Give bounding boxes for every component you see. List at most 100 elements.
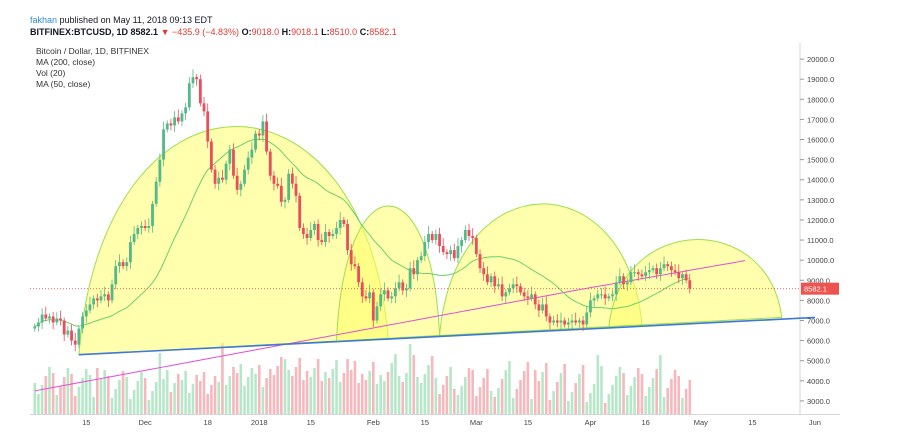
chart-header: fakhan published on May 11, 2018 09:13 E… (30, 14, 397, 38)
candle-body (103, 294, 107, 297)
volume-bar (151, 391, 154, 415)
candle-body (40, 314, 44, 323)
volume-bar (213, 376, 217, 415)
candle-body (651, 268, 655, 271)
candle-body (508, 288, 511, 293)
candle-body (187, 83, 191, 108)
symbol-label: BITFINEX:BTCUSD, 1D (30, 27, 129, 37)
volume-bar (386, 372, 390, 415)
candle-body (132, 234, 136, 243)
volume-bar (287, 370, 290, 415)
candle-body (140, 225, 143, 228)
x-tick-label: 15 (524, 418, 532, 427)
candle-body (290, 173, 294, 184)
close-label: C: (359, 27, 370, 37)
volume-bar (136, 381, 140, 415)
volume-bar (544, 363, 548, 415)
volume-bar (51, 373, 55, 415)
candle-body (283, 199, 287, 202)
volume-bar (648, 387, 651, 415)
volume-bar (430, 356, 434, 415)
volume-bar (180, 380, 184, 415)
volume-bar (493, 397, 497, 415)
volume-bar (471, 370, 474, 415)
volume-bar (298, 358, 302, 415)
candle-body (618, 276, 622, 283)
candle-body (427, 234, 430, 243)
volume-bar (121, 371, 125, 415)
candle-body (158, 159, 162, 182)
last-price: 8582.1 (130, 27, 159, 37)
volume-bar (419, 383, 423, 415)
candle-body (555, 320, 559, 323)
y-tick-label: 10000.0 (807, 256, 834, 265)
volume-bar (655, 369, 658, 415)
volume-bar (596, 355, 600, 415)
volume-bar (37, 394, 40, 415)
volume-bar (228, 376, 232, 415)
candle-body (684, 274, 688, 281)
volume-bar (316, 359, 320, 415)
arc-annotation[interactable] (335, 205, 441, 342)
candle-body (349, 250, 353, 265)
volume-bar (40, 385, 44, 415)
volume-bar (670, 379, 673, 415)
candle-body (195, 77, 199, 80)
volume-bar (268, 369, 272, 415)
volume-bar (280, 357, 283, 415)
volume-bar (44, 376, 48, 415)
candle-body (213, 169, 217, 184)
volume-bar (147, 400, 151, 415)
volume-bar (254, 374, 257, 415)
volume-bar (460, 386, 463, 415)
volume-bar (478, 387, 482, 415)
x-tick-label: Mar (470, 418, 483, 427)
candle-body (265, 121, 268, 152)
volume-bar (622, 373, 625, 415)
candle-body (614, 282, 618, 295)
volume-bar (427, 365, 430, 415)
y-tick-label: 16000.0 (807, 136, 834, 145)
volume-bar (140, 372, 143, 415)
price-scale[interactable] (800, 43, 840, 415)
volume-bar (48, 367, 51, 415)
candle-body (548, 316, 552, 323)
candle-body (460, 240, 464, 247)
candle-body (382, 290, 386, 295)
volume-bar (188, 393, 191, 415)
candle-body (217, 177, 221, 184)
y-tick-label: 5000.0 (807, 357, 830, 366)
chart-area[interactable]: 3000.0 4000.0 5000.0 6000.0 7000.0 8000.0 9000… (30, 43, 840, 427)
price-chart[interactable]: 3000.0 4000.0 5000.0 6000.0 7000.0 8000.0 9000… (30, 43, 840, 427)
y-tick-label: 9000.0 (807, 276, 830, 285)
candle-body (221, 177, 224, 180)
support-trendline[interactable] (78, 316, 815, 356)
candle-body (62, 320, 66, 335)
author-link[interactable]: fakhan (30, 15, 58, 25)
candle-body (581, 320, 585, 325)
candle-body (268, 151, 272, 176)
candle-body (324, 232, 327, 243)
candle-body (456, 246, 460, 259)
volume-bar (589, 393, 592, 415)
volume-bar (500, 379, 504, 415)
candle-body (243, 169, 246, 184)
candle-body (430, 234, 434, 241)
candle-body (331, 234, 335, 237)
volume-bar (81, 378, 84, 415)
volume-bar (302, 380, 305, 415)
candle-body (162, 129, 165, 160)
candle-body (482, 268, 486, 275)
candle-body (147, 225, 151, 228)
volume-bar (625, 395, 629, 415)
x-tick-label: 15 (82, 418, 90, 427)
candle-body (681, 274, 684, 279)
candle-body (592, 298, 596, 301)
volume-bar (235, 373, 239, 415)
candle-body (70, 330, 73, 341)
x-tick-label: 16 (641, 418, 649, 427)
candle-body (261, 121, 265, 136)
y-tick-label: 17000.0 (807, 115, 834, 124)
volume-bar (390, 363, 394, 415)
volume-bar (372, 362, 375, 415)
